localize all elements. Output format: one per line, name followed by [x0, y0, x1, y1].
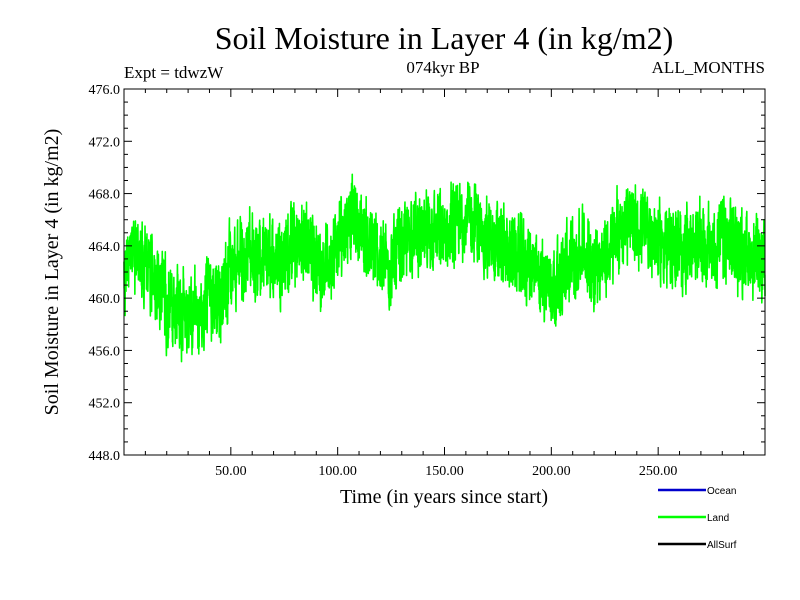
y-axis-label: Soil Moisture in Layer 4 (in kg/m2)	[41, 129, 63, 416]
chart-title: Soil Moisture in Layer 4 (in kg/m2)	[215, 20, 674, 56]
tick-label-layer: 50.00 100.00 150.00 200.00 250.00 448.0 452.0 4…	[89, 83, 678, 479]
y-tick-label: 464.0	[89, 240, 121, 255]
y-tick-label: 456.0	[89, 344, 121, 359]
legend: Ocean Land AllSurf	[658, 486, 737, 551]
y-tick-label: 448.0	[89, 449, 121, 464]
y-tick-label: 476.0	[89, 83, 121, 98]
months-label: ALL_MONTHS	[652, 58, 765, 77]
x-tick-label: 50.00	[215, 464, 247, 479]
tick-layer	[124, 88, 765, 456]
legend-label-ocean: Ocean	[707, 486, 736, 497]
x-tick-label: 100.00	[318, 464, 357, 479]
period-label: 074kyr BP	[406, 58, 479, 77]
x-tick-label: 200.00	[532, 464, 571, 479]
y-tick-label: 460.0	[89, 292, 121, 307]
plot-frame	[123, 88, 766, 456]
series-layer	[123, 173, 766, 363]
experiment-label: Expt = tdwzW	[124, 63, 224, 82]
series-line-land	[123, 173, 766, 363]
x-axis-label: Time (in years since start)	[340, 486, 548, 508]
x-tick-label: 250.00	[639, 464, 678, 479]
y-tick-label: 452.0	[89, 397, 121, 412]
legend-label-land: Land	[707, 513, 729, 524]
y-tick-label: 472.0	[89, 135, 121, 150]
legend-label-allsurf: AllSurf	[707, 540, 737, 551]
x-tick-label: 150.00	[425, 464, 464, 479]
y-tick-label: 468.0	[89, 188, 121, 203]
